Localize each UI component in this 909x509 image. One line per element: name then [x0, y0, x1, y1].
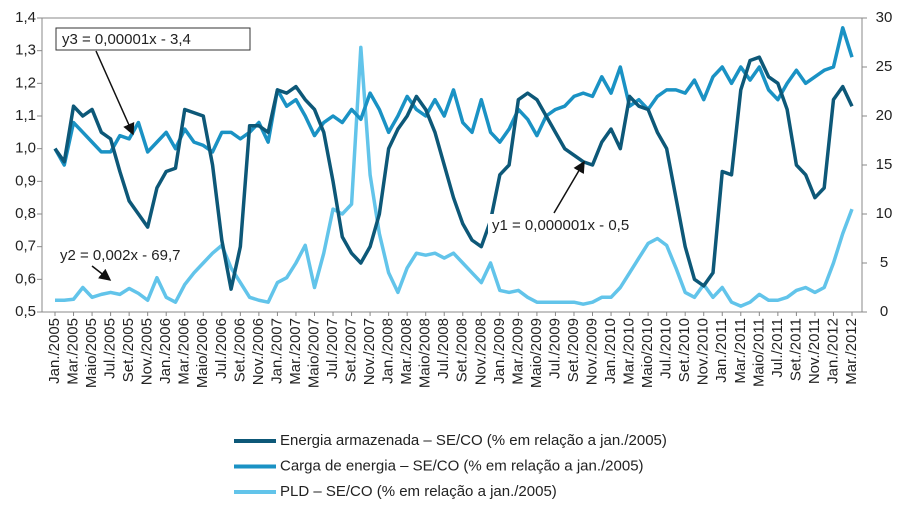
y2-tick-label: 15	[876, 156, 893, 173]
legend-label: Energia armazenada – SE/CO (% em relação…	[280, 432, 667, 449]
x-tick-label: Nov./2005	[139, 318, 156, 385]
x-tick-label: Set./2005	[120, 318, 137, 382]
arrow	[91, 265, 112, 281]
series-line	[53, 55, 854, 291]
annotation-box	[55, 27, 251, 51]
x-tick-label: Set./2007	[343, 318, 360, 382]
x-tick-label: Mar./2007	[287, 318, 304, 385]
x-tick-label: Jan./2007	[268, 318, 285, 384]
series-line	[53, 26, 854, 167]
x-tick-label: Mar./2006	[176, 318, 193, 385]
x-tick-label: Jul./2005	[102, 318, 119, 379]
y-tick-label: 1,1	[15, 107, 36, 124]
annotation: y1 = 0,000001x - 0,5	[492, 217, 629, 234]
legend-label: PLD – SE/CO (% em relação a jan./2005)	[280, 483, 557, 500]
x-tick-label: Maio/2008	[417, 318, 434, 388]
x-tick-label: Nov./2007	[361, 318, 378, 385]
y2-tick-label: 20	[876, 107, 893, 124]
x-tick-label: Jan./2008	[380, 318, 397, 384]
y-tick-label: 0,9	[15, 172, 36, 189]
x-tick-label: Mar./2012	[843, 318, 860, 385]
x-tick-label: Set./2008	[454, 318, 471, 382]
arrow	[553, 160, 585, 214]
x-tick-label: Set./2006	[231, 318, 248, 382]
annotation-box	[488, 214, 666, 236]
y-tick-label: 0,5	[15, 303, 36, 320]
x-tick-label: Maio/2011	[750, 318, 767, 387]
annotation: y2 = 0,002x - 69,7	[60, 247, 181, 264]
x-tick-label: Jan./2005	[46, 318, 63, 384]
y2-tick-label: 5	[880, 254, 888, 271]
x-tick-label: Maio/2006	[194, 318, 211, 388]
x-tick-label: Jul./2006	[213, 318, 230, 379]
x-tick-label: Nov./2006	[250, 318, 267, 385]
x-tick-label: Maio/2010	[639, 318, 656, 388]
x-tick-label: Maio/2005	[83, 318, 100, 388]
y-tick-label: 0,6	[15, 270, 36, 287]
x-tick-label: Set./2009	[565, 318, 582, 382]
x-tick-label: Jan./2010	[602, 318, 619, 384]
x-tick-label: Mar./2010	[621, 318, 638, 385]
x-tick-label: Jul./2007	[324, 318, 341, 379]
y2-tick-label: 25	[876, 58, 893, 75]
x-tick-label: Jul./2011	[769, 318, 786, 378]
x-tick-label: Jul./2009	[546, 318, 563, 379]
y2-tick-label: 0	[880, 303, 888, 320]
y-tick-label: 0,8	[15, 205, 36, 222]
y-tick-label: 0,7	[15, 238, 36, 255]
x-tick-label: Jul./2010	[658, 318, 675, 379]
x-tick-label: Maio/2009	[528, 318, 545, 388]
x-tick-label: Set./2011	[787, 318, 804, 381]
x-tick-label: Mar./2008	[398, 318, 415, 385]
x-tick-label: Nov./2010	[695, 318, 712, 385]
y2-tick-label: 10	[876, 205, 893, 222]
annotation: y3 = 0,00001x - 3,4	[62, 31, 191, 48]
x-tick-label: Mar./2009	[509, 318, 526, 385]
x-tick-label: Maio/2007	[305, 318, 322, 388]
x-tick-label: Jan./2012	[824, 318, 841, 384]
plot-frame	[41, 17, 863, 313]
x-tick-label: Jul./2008	[435, 318, 452, 379]
x-tick-label: Nov./2008	[472, 318, 489, 385]
y-tick-label: 1,4	[15, 9, 36, 26]
x-tick-label: Nov./2011	[806, 318, 823, 384]
y-tick-label: 1,0	[15, 140, 36, 157]
arrow	[95, 50, 135, 136]
x-tick-label: Jan./2009	[491, 318, 508, 384]
series-line	[55, 45, 854, 308]
x-tick-label: Jan./2011	[713, 318, 730, 383]
x-tick-label: Nov./2009	[583, 318, 600, 385]
y-tick-label: 1,3	[15, 42, 36, 59]
x-tick-label: Set./2010	[676, 318, 693, 382]
x-tick-label: Mar./2005	[65, 318, 82, 385]
x-tick-label: Mar./2011	[732, 318, 749, 384]
legend-label: Carga de energia – SE/CO (% em relação a…	[280, 457, 644, 474]
x-tick-label: Jan./2006	[157, 318, 174, 384]
y-tick-label: 1,2	[15, 74, 36, 91]
y2-tick-label: 30	[876, 9, 893, 26]
